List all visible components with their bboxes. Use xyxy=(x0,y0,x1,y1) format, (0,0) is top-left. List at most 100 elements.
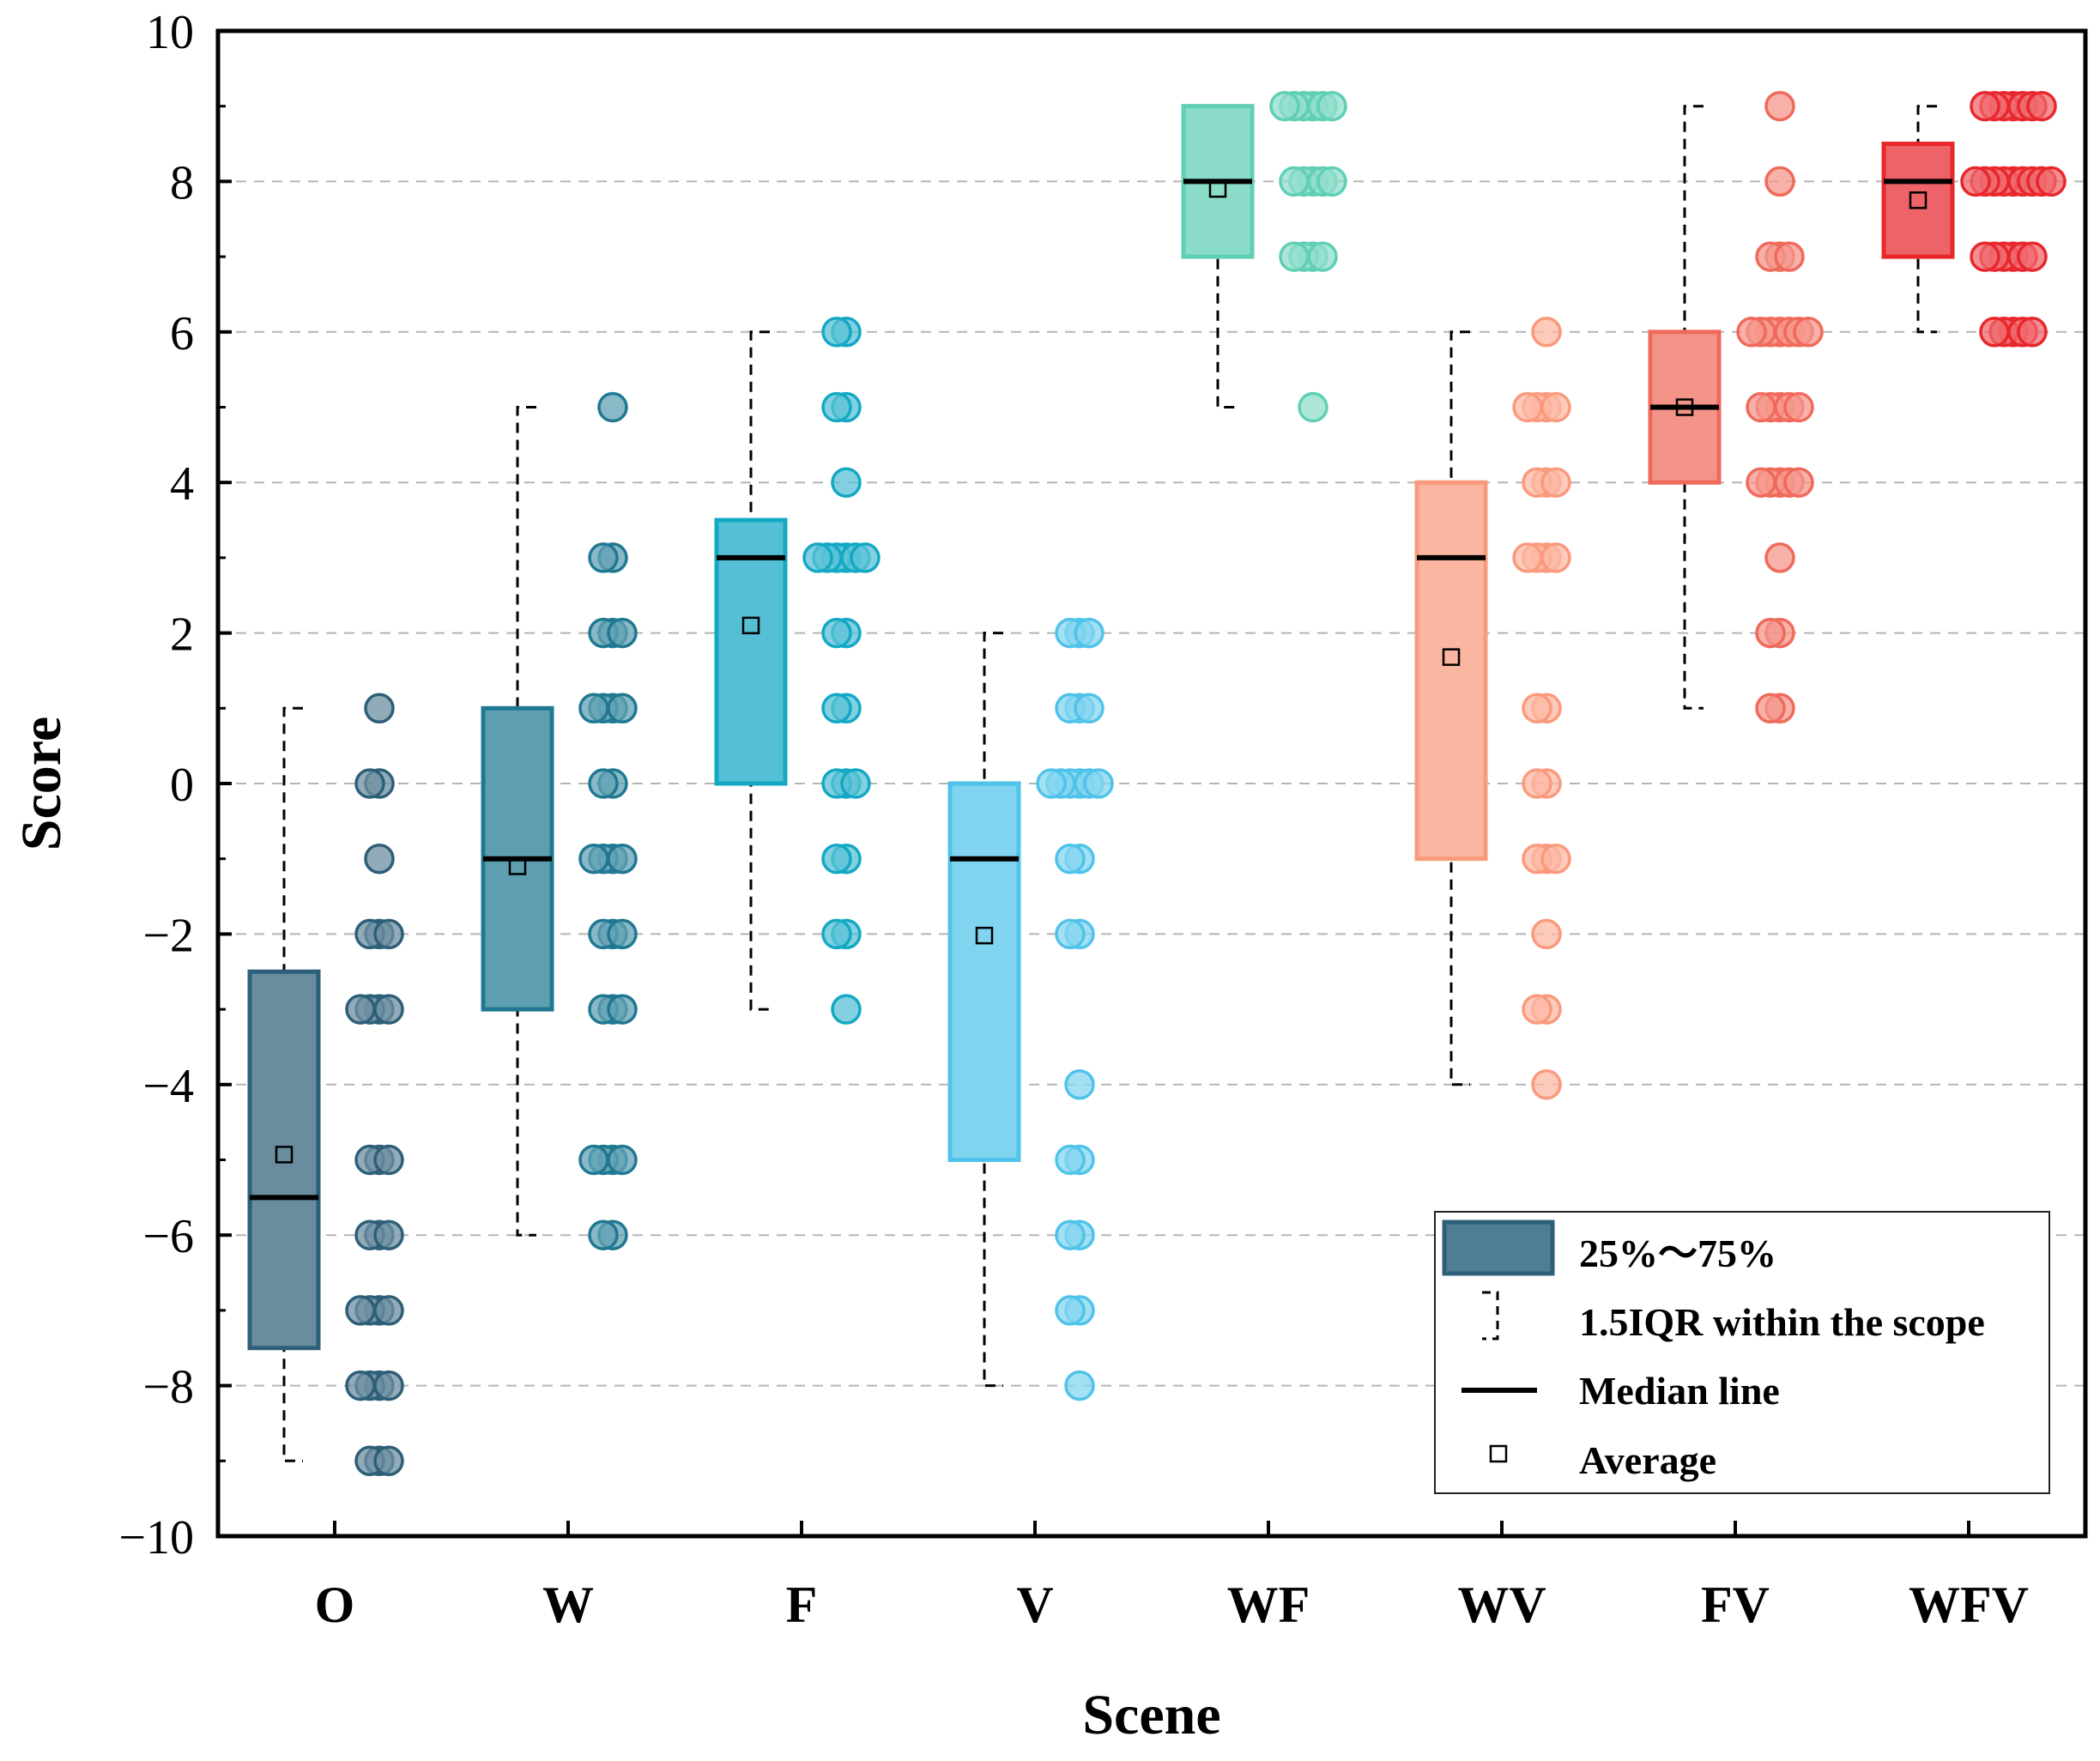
data-point xyxy=(821,317,852,348)
data-point xyxy=(802,542,833,573)
data-point xyxy=(1540,843,1571,874)
data-point xyxy=(1764,90,1795,122)
data-point xyxy=(607,693,638,724)
x-category-label: WFV xyxy=(1909,1576,2029,1633)
data-point xyxy=(578,843,609,874)
data-point xyxy=(588,768,619,799)
data-point xyxy=(2026,90,2057,122)
mean-marker xyxy=(1909,191,1928,209)
data-point xyxy=(1298,391,1328,423)
data-point xyxy=(821,843,852,874)
data-point xyxy=(1279,166,1310,197)
data-point xyxy=(1522,693,1552,724)
data-point xyxy=(1531,918,1562,950)
data-point xyxy=(607,843,638,874)
data-point xyxy=(1055,1219,1086,1250)
data-point xyxy=(1531,1069,1562,1100)
data-point xyxy=(1540,467,1571,498)
y-axis-title: Score xyxy=(10,717,73,850)
whisker-bracket xyxy=(749,330,770,1011)
data-point xyxy=(588,1219,619,1250)
data-point xyxy=(1540,542,1571,573)
data-point xyxy=(1764,166,1795,197)
data-point xyxy=(821,693,852,724)
data-point xyxy=(1736,317,1767,348)
data-point xyxy=(373,1144,404,1176)
x-category-label: V xyxy=(1016,1576,1053,1633)
data-point xyxy=(1307,241,1338,272)
y-tick-label: 8 xyxy=(170,156,194,209)
legend-label-iqr: 25%～75% xyxy=(1579,1231,1776,1275)
y-tick-label: −4 xyxy=(142,1060,194,1113)
data-point xyxy=(1540,391,1571,423)
legend-label-whisker: 1.5IQR within the scope xyxy=(1579,1300,1985,1344)
y-tick-label: 6 xyxy=(170,307,194,360)
y-tick-label: −8 xyxy=(142,1361,194,1414)
data-point xyxy=(1960,166,1991,197)
iqr-box xyxy=(947,781,1021,1162)
legend: 25%～75% 1.5IQR within the scope Median l… xyxy=(1434,1211,2050,1494)
data-point xyxy=(1522,768,1552,799)
data-point xyxy=(840,768,871,799)
mean-marker xyxy=(1442,648,1461,666)
y-tick-label: 0 xyxy=(170,759,194,812)
data-point xyxy=(850,542,881,573)
data-point xyxy=(831,467,862,498)
data-point xyxy=(1979,317,2010,348)
data-point xyxy=(1269,90,1300,122)
data-points xyxy=(345,90,2067,1477)
y-tick-label: −6 xyxy=(142,1210,194,1263)
y-tick-label: 10 xyxy=(146,6,194,59)
mean-marker xyxy=(508,857,527,875)
data-point xyxy=(373,1370,404,1401)
data-point xyxy=(1512,542,1543,573)
boxes xyxy=(247,104,1955,1462)
data-point xyxy=(373,918,404,950)
data-point xyxy=(1755,617,1786,649)
data-point xyxy=(607,918,638,950)
data-point xyxy=(2017,317,2048,348)
data-point xyxy=(1055,918,1086,950)
iqr-box xyxy=(1414,480,1488,862)
mean-marker xyxy=(1208,179,1227,198)
data-point xyxy=(588,542,619,573)
data-point xyxy=(1279,241,1310,272)
data-point xyxy=(578,693,609,724)
data-point xyxy=(1522,994,1552,1025)
data-point xyxy=(1083,768,1114,799)
data-point xyxy=(1970,241,2000,272)
x-category-label: O xyxy=(315,1576,355,1633)
legend-box-swatch xyxy=(1442,1219,1555,1276)
data-point xyxy=(1774,241,1805,272)
data-point xyxy=(1783,467,1814,498)
x-category-label: WV xyxy=(1457,1576,1546,1633)
data-point xyxy=(373,1445,404,1477)
data-point xyxy=(373,1219,404,1250)
y-tick-label: −2 xyxy=(142,909,194,962)
data-point xyxy=(1074,617,1104,649)
iqr-box xyxy=(247,969,321,1351)
data-point xyxy=(607,994,638,1025)
data-point xyxy=(1755,693,1786,724)
iqr-box xyxy=(1881,142,1955,259)
data-point xyxy=(1793,317,1824,348)
data-point xyxy=(354,768,385,799)
legend-whisker-swatch xyxy=(1482,1291,1499,1340)
data-point xyxy=(607,1144,638,1176)
data-point xyxy=(1783,391,1814,423)
data-point xyxy=(1512,391,1543,423)
legend-average-swatch xyxy=(1489,1444,1508,1463)
data-point xyxy=(821,918,852,950)
data-point xyxy=(373,1295,404,1326)
mean-marker xyxy=(741,616,760,635)
legend-label-median: Median line xyxy=(1579,1369,1780,1413)
data-point xyxy=(1764,542,1795,573)
y-tick-label: 2 xyxy=(170,608,194,662)
y-tick-label: −10 xyxy=(118,1511,194,1564)
data-point xyxy=(1055,1295,1086,1326)
mean-marker xyxy=(275,1146,294,1164)
data-point xyxy=(1055,843,1086,874)
